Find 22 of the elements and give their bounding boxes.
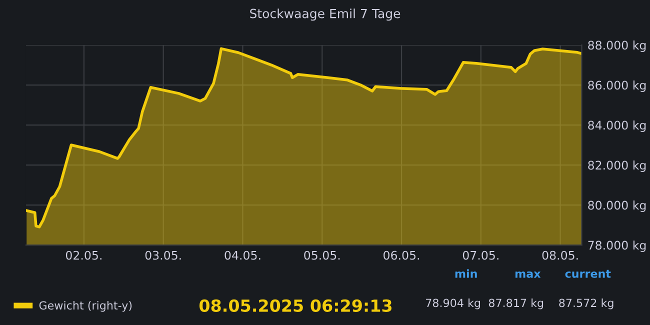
text: 08.05.2025 06:29:13 bbox=[199, 299, 392, 312]
x-tick-label: 04.05. bbox=[224, 250, 260, 260]
y-tick-label: 78.000 kg bbox=[588, 240, 646, 252]
y-tick-label: 88.000 kg bbox=[588, 40, 646, 52]
text: 78.904 kg bbox=[426, 298, 480, 310]
x-tick-label: 06.05. bbox=[384, 250, 420, 260]
text: max bbox=[515, 271, 541, 278]
chart-title: Stockwaage Emil 7 Tage bbox=[250, 8, 400, 21]
x-tick-label: 03.05. bbox=[145, 250, 181, 260]
text: min bbox=[455, 269, 477, 278]
text: current bbox=[565, 270, 611, 278]
y-tick-label: 80.000 kg bbox=[588, 200, 646, 212]
text: 87.572 kg bbox=[559, 298, 614, 310]
y-tick-label: 82.000 kg bbox=[588, 160, 646, 172]
text: 87.817 kg bbox=[488, 298, 544, 310]
x-tick-label: 07.05. bbox=[462, 250, 498, 260]
x-tick-label: 05.05. bbox=[304, 250, 340, 260]
x-tick-label: 02.05. bbox=[66, 250, 102, 260]
legend-label: Gewicht (right-y) bbox=[39, 300, 132, 312]
y-tick-label: 84.000 kg bbox=[588, 120, 646, 132]
x-tick-label: 08.05. bbox=[542, 250, 578, 260]
y-tick-label: 86.000 kg bbox=[588, 80, 646, 92]
